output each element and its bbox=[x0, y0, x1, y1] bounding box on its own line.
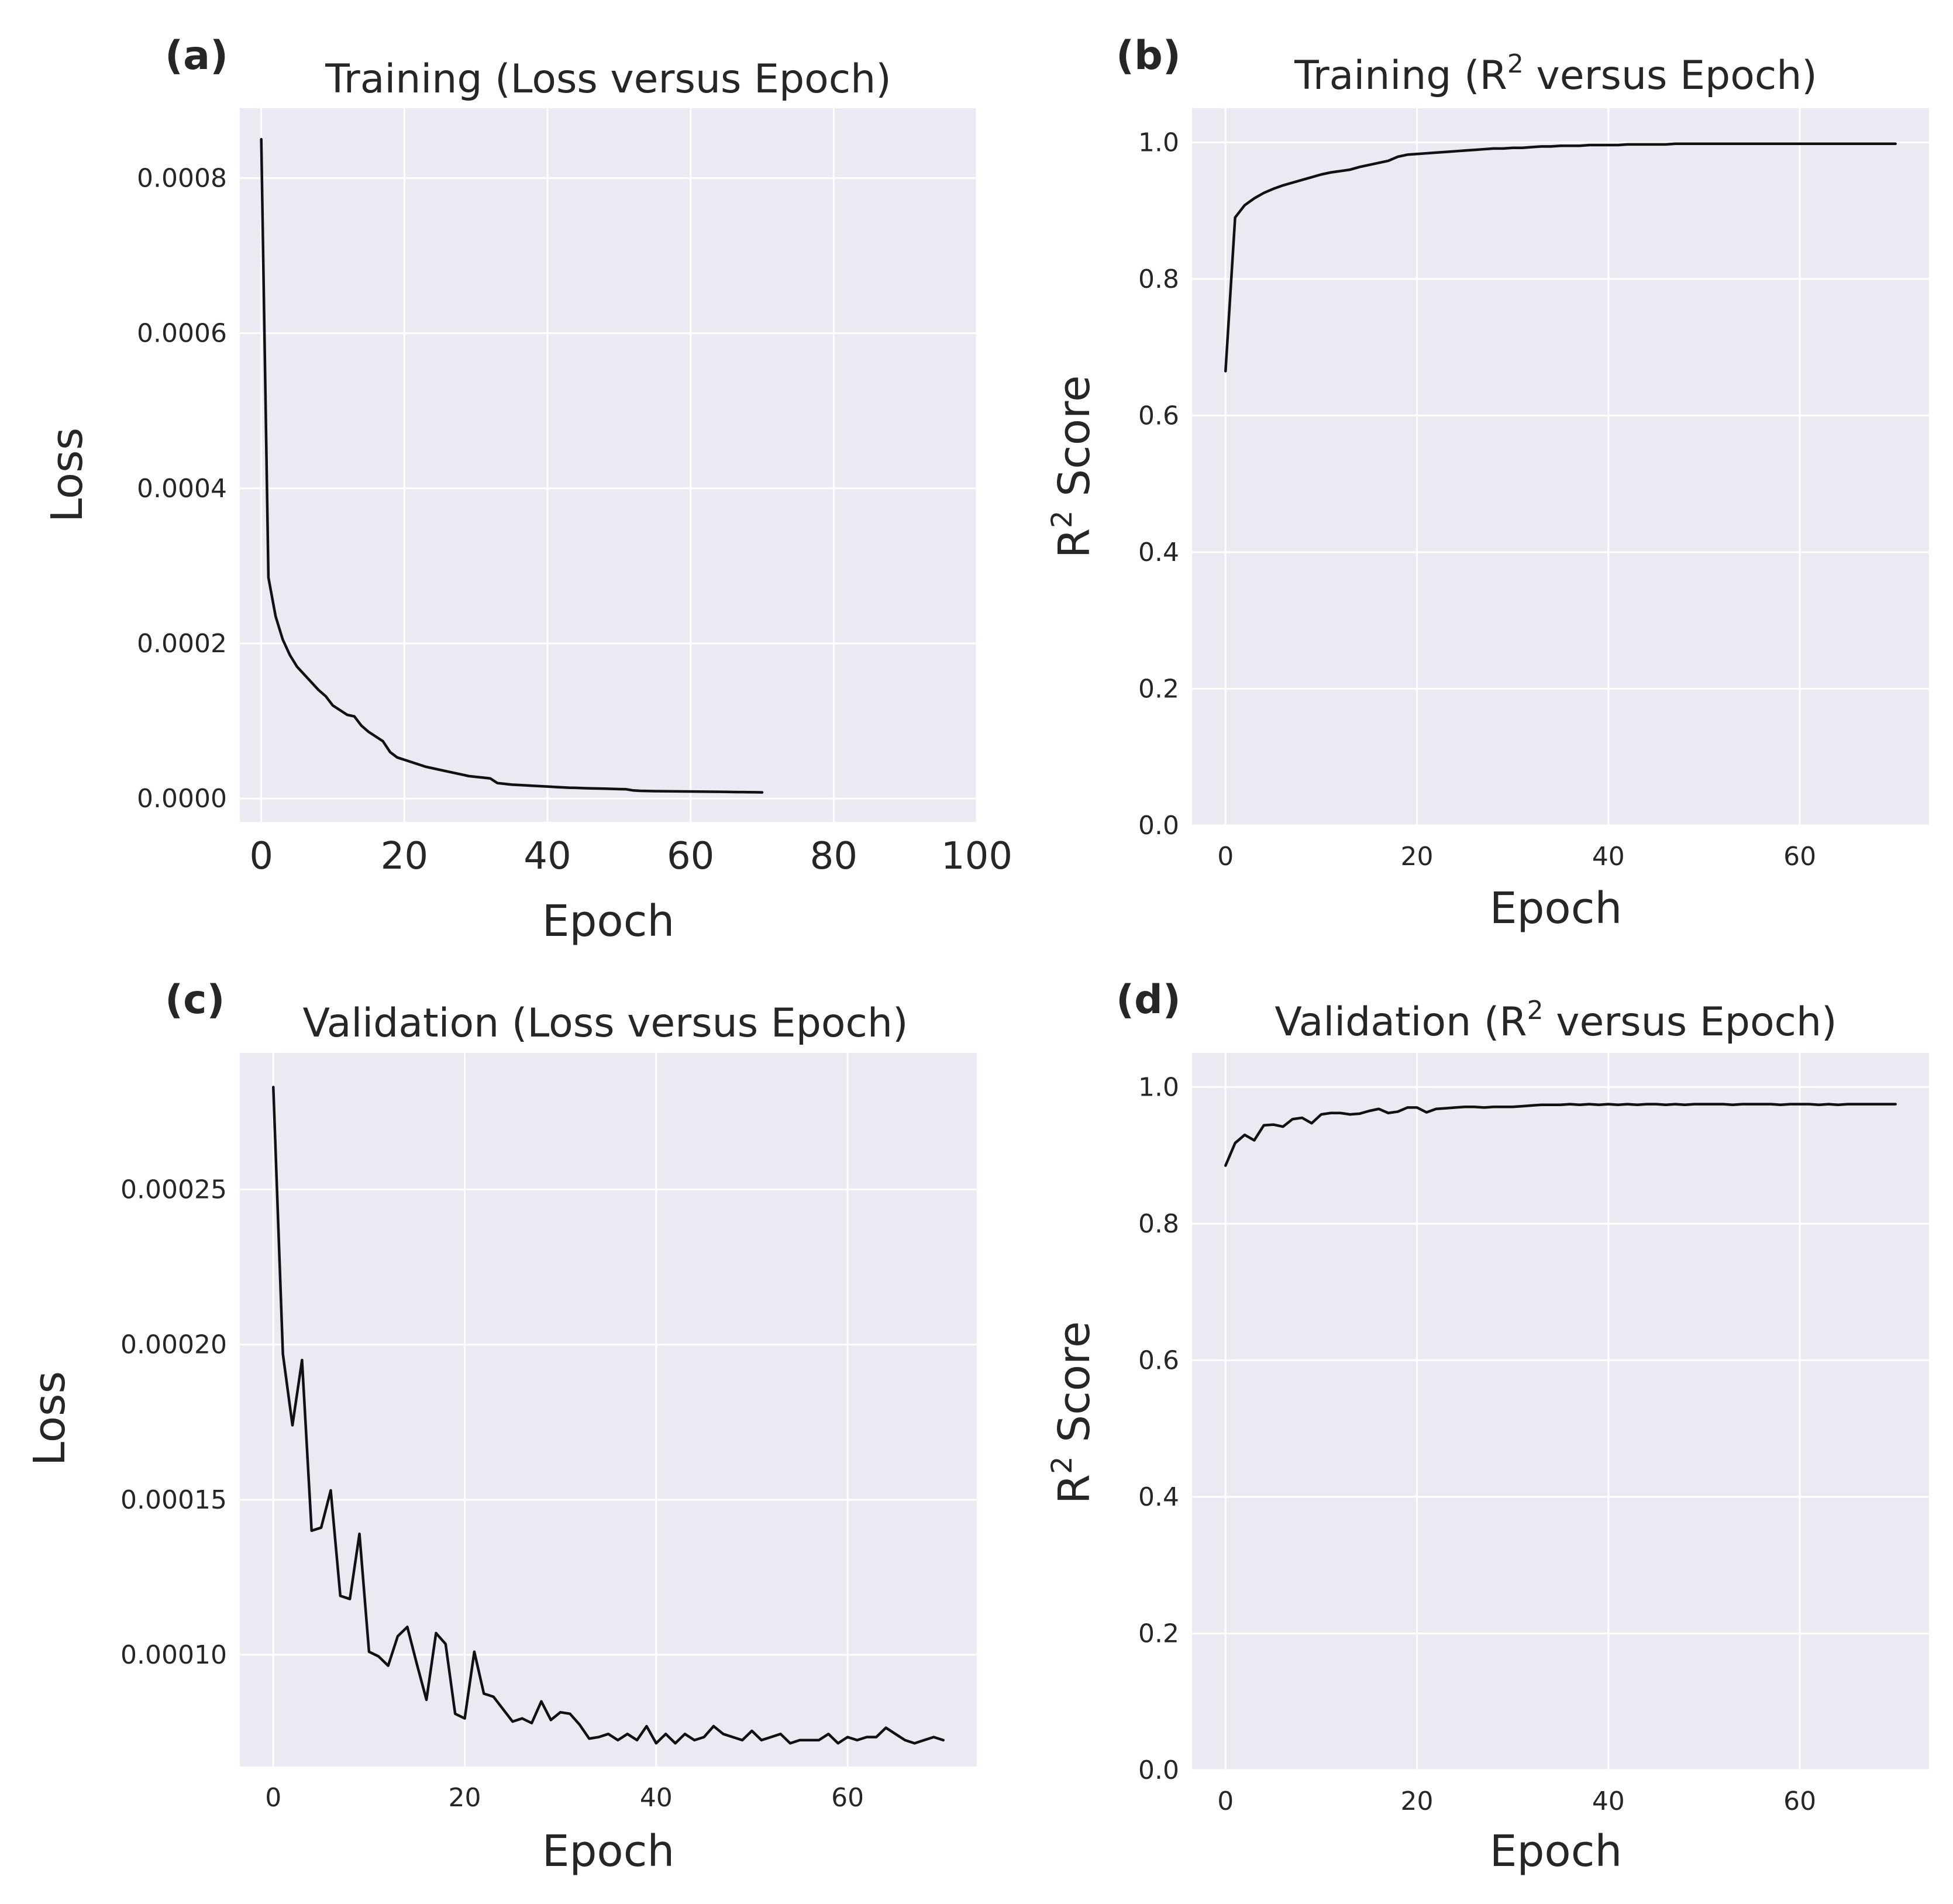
panel-a-training-loss: 0 20 40 60 80 100 0.00000.00020.00040.00060.0… bbox=[42, 33, 1012, 946]
grid bbox=[240, 108, 978, 822]
y-tick-labels: 0.0000 0.0002 0.0004 0.0006 0.0008 bbox=[137, 163, 227, 814]
x-tick-label: 20 bbox=[1401, 842, 1434, 872]
series-line-loss bbox=[260, 137, 764, 794]
y-tick-label: 0.4 bbox=[1138, 538, 1179, 567]
ylabel-suffix: Score bbox=[1049, 376, 1100, 511]
x-tick-labels: 0 20 40 60 bbox=[1217, 842, 1816, 872]
y-tick-label: 0.6 bbox=[1138, 1345, 1179, 1375]
plot-area bbox=[240, 1053, 977, 1767]
y-tick-labels: 0.0 0.2 0.4 0.6 0.8 1.0 bbox=[1138, 1072, 1179, 1785]
y-axis-label: R2 Score bbox=[1046, 376, 1100, 559]
y-tick-label: 0.0 bbox=[1138, 1755, 1179, 1785]
y-tick-label: 1.0 bbox=[1138, 128, 1179, 157]
ylabel-prefix: R bbox=[1049, 528, 1100, 558]
x-tick-label: 40 bbox=[1592, 842, 1625, 872]
x-tick-label: 20 bbox=[1401, 1786, 1434, 1816]
x-tick-label: 60 bbox=[1783, 842, 1816, 872]
y-axis-label: Loss bbox=[42, 428, 92, 522]
y-tick-label: 0.4 bbox=[1138, 1482, 1179, 1512]
y-tick-label: 0.0004 bbox=[137, 474, 227, 504]
y-axis-label: Loss bbox=[25, 1371, 75, 1466]
y-tick-label: 0.8 bbox=[1138, 264, 1179, 294]
panel-label: (c) bbox=[165, 977, 225, 1023]
grid bbox=[240, 1053, 977, 1767]
y-tick-label: 0.8 bbox=[1138, 1209, 1179, 1239]
x-tick-label: 20 bbox=[381, 835, 428, 878]
y-tick-label: 0.6 bbox=[1138, 401, 1179, 431]
title-superscript: 2 bbox=[1507, 49, 1524, 79]
title-suffix: versus Epoch) bbox=[1524, 53, 1817, 99]
y-tick-label: 0.00010 bbox=[120, 1640, 227, 1670]
x-tick-label: 0 bbox=[1217, 842, 1234, 872]
x-tick-label: 60 bbox=[831, 1783, 864, 1813]
x-tick-label: 100 bbox=[941, 835, 1012, 878]
y-tick-label: 0.0002 bbox=[137, 629, 227, 659]
x-tick-label: 60 bbox=[667, 835, 714, 878]
y-tick-label: 0.00025 bbox=[120, 1175, 227, 1204]
x-tick-label: 60 bbox=[1783, 1786, 1816, 1816]
grid bbox=[1192, 108, 1929, 827]
chart-title: Validation (R2 versus Epoch) bbox=[1275, 996, 1837, 1045]
x-tick-label: 0 bbox=[1217, 1786, 1234, 1816]
x-tick-labels: 0 20 40 60 bbox=[265, 1783, 864, 1813]
title-prefix: Training (R bbox=[1294, 53, 1507, 99]
x-tick-labels: 0 20 40 60 bbox=[1217, 1786, 1816, 1816]
y-tick-labels: 0.00010 0.00015 0.00020 0.00025 bbox=[120, 1175, 227, 1670]
x-axis-label: Epoch bbox=[1490, 1826, 1623, 1877]
title-prefix: Validation (R bbox=[1275, 999, 1527, 1045]
x-tick-label: 40 bbox=[523, 835, 571, 878]
y-tick-label: 0.2 bbox=[1138, 674, 1179, 704]
y-tick-label: 0.0006 bbox=[137, 319, 227, 349]
y-tick-label: 0.00020 bbox=[120, 1330, 227, 1360]
panel-label: (d) bbox=[1116, 977, 1181, 1023]
ylabel-suffix: Score bbox=[1049, 1321, 1100, 1457]
x-axis-label: Epoch bbox=[1490, 883, 1623, 934]
y-tick-label: 0.0008 bbox=[137, 163, 227, 193]
panel-d-validation-r2: 0 20 40 60 0.0 0.2 0.4 0.6 0.8 1.0 (d) Validatio… bbox=[1046, 977, 1929, 1877]
x-tick-label: 0 bbox=[265, 1783, 281, 1813]
y-axis-label: R2 Score bbox=[1046, 1321, 1100, 1504]
title-suffix: versus Epoch) bbox=[1544, 999, 1837, 1045]
series-line-validation-r2 bbox=[1224, 1103, 1897, 1167]
series-line-validation-loss bbox=[272, 1086, 945, 1745]
x-tick-label: 40 bbox=[640, 1783, 673, 1813]
ylabel-superscript: 2 bbox=[1046, 1456, 1079, 1474]
panel-label: (b) bbox=[1116, 33, 1181, 79]
y-tick-label: 1.0 bbox=[1138, 1072, 1179, 1102]
chart-title: Training (Loss versus Epoch) bbox=[325, 56, 891, 102]
panel-b-training-r2: 0 20 40 60 0.0 0.2 0.4 0.6 0.8 1.0 (b) Training … bbox=[1046, 33, 1929, 934]
series-line-r2 bbox=[1224, 142, 1897, 373]
plot-area bbox=[1192, 1053, 1929, 1770]
panel-label: (a) bbox=[165, 33, 228, 79]
plot-area bbox=[240, 108, 977, 822]
x-tick-label: 0 bbox=[249, 835, 273, 878]
y-tick-label: 0.2 bbox=[1138, 1619, 1179, 1648]
x-tick-labels: 0 20 40 60 80 100 bbox=[249, 835, 1012, 878]
x-tick-label: 20 bbox=[449, 1783, 481, 1813]
title-superscript: 2 bbox=[1527, 996, 1544, 1025]
chart-title: Training (R2 versus Epoch) bbox=[1294, 49, 1817, 99]
ylabel-superscript: 2 bbox=[1046, 510, 1079, 528]
x-tick-label: 40 bbox=[1592, 1786, 1625, 1816]
panel-c-validation-loss: 0 20 40 60 0.00010 0.00015 0.00020 0.00025 (c)… bbox=[25, 977, 977, 1877]
y-tick-labels: 0.0 0.2 0.4 0.6 0.8 1.0 bbox=[1138, 128, 1179, 841]
y-tick-label: 0.00015 bbox=[120, 1485, 227, 1515]
ylabel-prefix: R bbox=[1049, 1474, 1100, 1504]
y-tick-label: 0.0000 bbox=[137, 784, 227, 814]
grid bbox=[1192, 1053, 1929, 1771]
x-tick-label: 80 bbox=[810, 835, 857, 878]
y-tick-label: 0.0 bbox=[1138, 811, 1179, 841]
x-axis-label: Epoch bbox=[542, 1826, 675, 1877]
x-axis-label: Epoch bbox=[542, 896, 675, 946]
plot-area bbox=[1192, 108, 1929, 825]
chart-title: Validation (Loss versus Epoch) bbox=[302, 1000, 908, 1046]
